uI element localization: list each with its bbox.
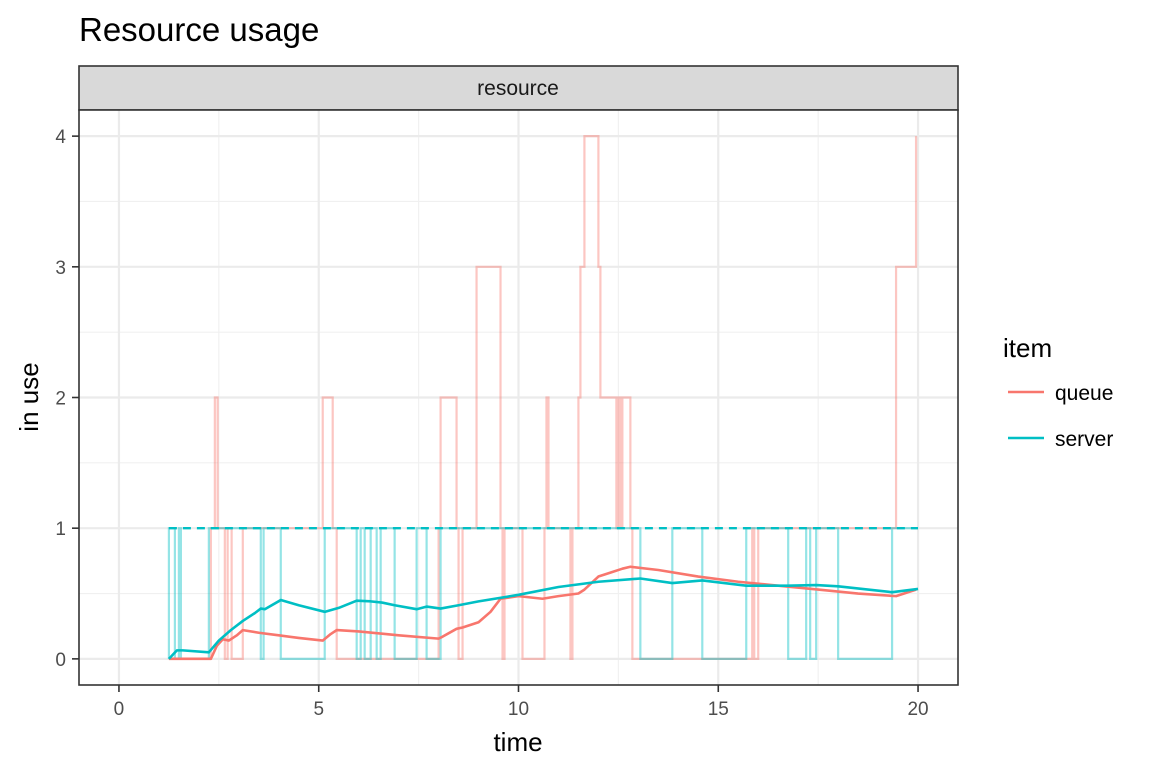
x-tick-label: 0 xyxy=(114,699,125,720)
x-tick-label: 15 xyxy=(708,699,729,720)
facet-strip-label: resource xyxy=(477,77,559,100)
y-tick-label: 0 xyxy=(55,650,66,671)
series-step-queue xyxy=(168,135,918,660)
legend-title: item xyxy=(1003,333,1052,363)
series-average-queue xyxy=(168,565,917,661)
y-tick-label: 3 xyxy=(55,258,66,279)
x-axis: 0 5 10 15 20 xyxy=(114,685,929,720)
legend-label-server: server xyxy=(1055,428,1113,451)
y-axis: 0 1 2 3 4 xyxy=(55,127,79,671)
x-tick-label: 10 xyxy=(508,699,529,720)
y-axis-title: in use xyxy=(14,362,44,431)
x-tick-label: 5 xyxy=(313,699,324,720)
y-tick-label: 1 xyxy=(55,519,66,540)
legend: item queue server xyxy=(1003,333,1113,451)
y-tick-label: 4 xyxy=(55,127,66,148)
x-tick-label: 20 xyxy=(907,699,928,720)
legend-label-queue: queue xyxy=(1055,382,1113,405)
series-average-lines xyxy=(167,565,919,661)
chart-title: Resource usage xyxy=(79,11,319,48)
series-average-server xyxy=(167,577,919,660)
y-tick-label: 2 xyxy=(55,389,66,410)
facet-strip xyxy=(78,65,959,111)
x-axis-title: time xyxy=(493,727,542,757)
